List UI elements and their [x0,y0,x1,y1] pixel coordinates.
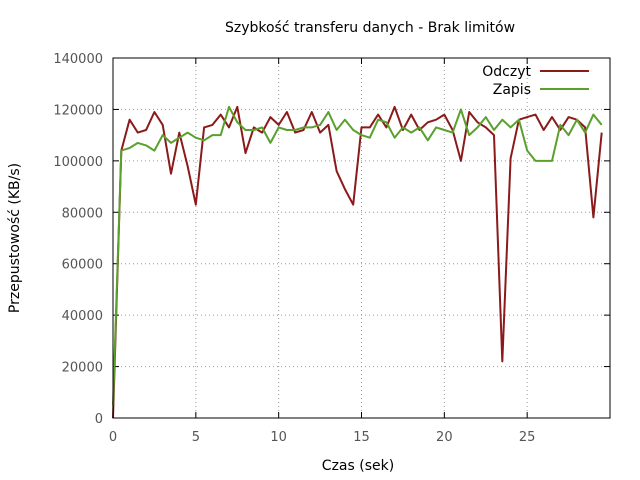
y-tick-label: 100000 [53,155,103,170]
x-tick-label: 15 [353,430,370,445]
series-layer [112,105,603,419]
y-tick-label: 0 [95,412,103,427]
x-tick-label: 10 [270,430,287,445]
series-line-zapis [112,105,603,406]
legend: Odczyt Zapis [482,64,589,98]
series-line-odczyt [112,105,603,419]
y-tick-label: 20000 [62,361,103,376]
chart-title: Szybkość transferu danych - Brak limitów [225,20,515,36]
y-tick-label: 60000 [62,258,103,273]
y-tick-label: 140000 [53,52,103,67]
tick-layer: 0 20000 40000 60000 80000 100000 120000 140000 0… [53,52,610,445]
legend-label-zapis: Zapis [493,82,531,98]
y-tick-label: 80000 [62,206,103,221]
x-tick-label: 0 [109,430,117,445]
plot-frame [112,57,611,419]
x-tick-label: 5 [192,430,200,445]
legend-label-odczyt: Odczyt [482,64,531,80]
grid-layer [113,58,610,418]
x-tick-label: 25 [519,430,536,445]
x-tick-label: 20 [436,430,453,445]
y-tick-label: 120000 [53,103,103,118]
y-axis-label: Przepustowość (KB/s) [7,163,23,313]
x-axis-label: Czas (sek) [322,458,394,474]
y-tick-label: 40000 [62,309,103,324]
